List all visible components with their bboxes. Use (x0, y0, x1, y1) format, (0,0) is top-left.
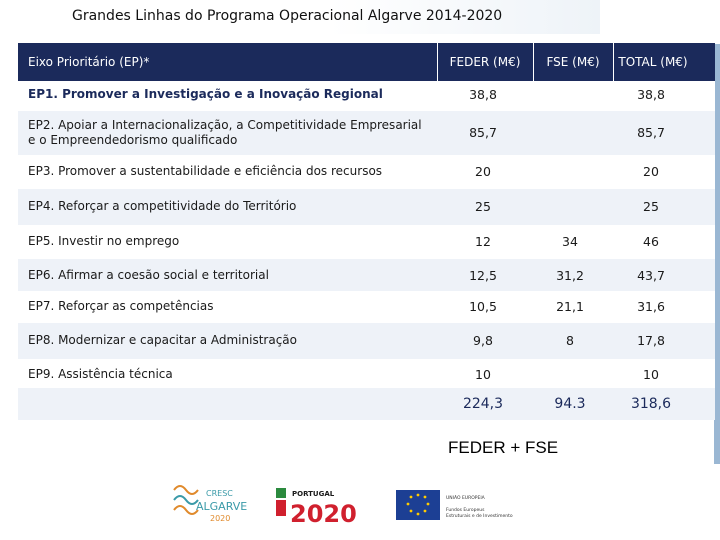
table-row (18, 111, 715, 155)
table-row (18, 259, 715, 291)
portugal-2020-logo: PORTUGAL 2020 (276, 488, 357, 528)
cell-feder: 12 (475, 234, 491, 249)
row-label: EP7. Reforçar as competências (28, 299, 214, 313)
cell-total: 43,7 (637, 268, 665, 283)
cell-feder: 20 (475, 164, 491, 179)
funding-logos: CRESC ALGARVE 2020 PORTUGAL 2020 UNIÃO E… (173, 485, 513, 528)
header-divider (613, 43, 614, 81)
svg-text:2020: 2020 (290, 500, 357, 528)
cell-feder: 10,5 (469, 299, 497, 314)
row-label: EP8. Modernizar e capacitar a Administra… (28, 333, 297, 347)
svg-text:UNIÃO EUROPEIA: UNIÃO EUROPEIA (446, 494, 486, 501)
svg-text:2020: 2020 (210, 514, 230, 523)
row-label: EP5. Investir no emprego (28, 234, 180, 248)
cell-total: 25 (643, 199, 659, 214)
cell-total: 10 (643, 367, 659, 382)
footer-note: FEDER + FSE (448, 438, 559, 457)
row-label: EP6. Afirmar a coesão social e territori… (28, 268, 269, 282)
row-label: EP9. Assistência técnica (28, 367, 173, 381)
table-row (18, 291, 715, 323)
svg-text:Estruturais e de Investimento: Estruturais e de Investimento (446, 513, 513, 519)
decorative-side-bar (714, 44, 720, 464)
table-row (18, 225, 715, 259)
row-label: EP1. Promover a Investigação e a Inovaçã… (28, 87, 383, 101)
cell-total: 85,7 (637, 125, 665, 140)
cell-feder: 9,8 (473, 333, 493, 348)
svg-text:CRESC: CRESC (206, 489, 233, 498)
table-row (18, 155, 715, 189)
svg-text:PORTUGAL: PORTUGAL (292, 490, 335, 498)
header-feder: FEDER (M€) (449, 55, 521, 69)
cell-total: 31,6 (637, 299, 665, 314)
row-label: EP4. Reforçar a competitividade do Terri… (28, 199, 297, 213)
table-row (18, 81, 715, 111)
cell-total: 46 (643, 234, 659, 249)
cell-feder: 25 (475, 199, 491, 214)
header-axis: Eixo Prioritário (EP)* (28, 55, 150, 69)
eu-flag-logo: UNIÃO EUROPEIA Fundos Europeus Estrutura… (396, 490, 513, 520)
cell-total: 17,8 (637, 333, 665, 348)
total-feder: 224,3 (462, 396, 504, 412)
title-band (0, 0, 600, 34)
cell-feder: 12,5 (469, 268, 497, 283)
svg-text:Fundos Europeus: Fundos Europeus (446, 507, 485, 513)
table-row (18, 189, 715, 225)
total-overall: 318,6 (630, 396, 672, 412)
row-label: EP2. Apoiar a Internacionalização, a Com… (28, 118, 422, 147)
header-total: TOTAL (M€) (618, 55, 688, 69)
header-divider (437, 43, 438, 81)
totals-row (18, 388, 715, 420)
table-row (18, 359, 715, 388)
cell-total: 38,8 (637, 87, 665, 102)
cell-fse: 21,1 (556, 299, 584, 314)
svg-text:ALGARVE: ALGARVE (196, 500, 247, 513)
table-row (18, 323, 715, 359)
cell-total: 20 (643, 164, 659, 179)
page-title: Grandes Linhas do Programa Operacional A… (72, 8, 503, 24)
cell-feder: 10 (475, 367, 491, 382)
header-fse: FSE (M€) (546, 55, 600, 69)
total-fse: 94.3 (554, 396, 586, 412)
cell-feder: 38,8 (469, 87, 497, 102)
row-label: EP3. Promover a sustentabilidade e efici… (28, 164, 383, 178)
table-header (18, 43, 715, 81)
cell-fse: 8 (566, 333, 574, 348)
cell-feder: 85,7 (469, 125, 497, 140)
cresc-algarve-logo: CRESC ALGARVE 2020 (173, 485, 247, 523)
header-divider (533, 43, 534, 81)
cell-fse: 34 (562, 234, 578, 249)
cell-fse: 31,2 (556, 268, 584, 283)
